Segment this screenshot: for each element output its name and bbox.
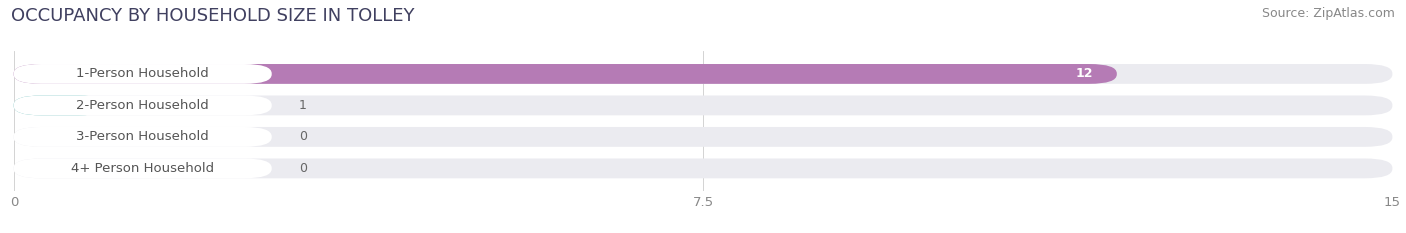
FancyBboxPatch shape	[14, 96, 1392, 115]
FancyBboxPatch shape	[14, 96, 271, 115]
Text: OCCUPANCY BY HOUSEHOLD SIZE IN TOLLEY: OCCUPANCY BY HOUSEHOLD SIZE IN TOLLEY	[11, 7, 415, 25]
FancyBboxPatch shape	[14, 96, 107, 115]
FancyBboxPatch shape	[14, 158, 1392, 178]
FancyBboxPatch shape	[14, 127, 1392, 147]
FancyBboxPatch shape	[14, 64, 271, 84]
Text: 1: 1	[299, 99, 307, 112]
Text: 4+ Person Household: 4+ Person Household	[72, 162, 214, 175]
Text: 0: 0	[299, 162, 307, 175]
FancyBboxPatch shape	[14, 127, 271, 147]
Text: 1-Person Household: 1-Person Household	[76, 67, 209, 80]
Text: 2-Person Household: 2-Person Household	[76, 99, 209, 112]
FancyBboxPatch shape	[14, 64, 1116, 84]
Text: 12: 12	[1076, 67, 1094, 80]
Text: 3-Person Household: 3-Person Household	[76, 130, 209, 143]
Text: 0: 0	[299, 130, 307, 143]
FancyBboxPatch shape	[14, 158, 271, 178]
Text: Source: ZipAtlas.com: Source: ZipAtlas.com	[1261, 7, 1395, 20]
FancyBboxPatch shape	[14, 64, 1392, 84]
